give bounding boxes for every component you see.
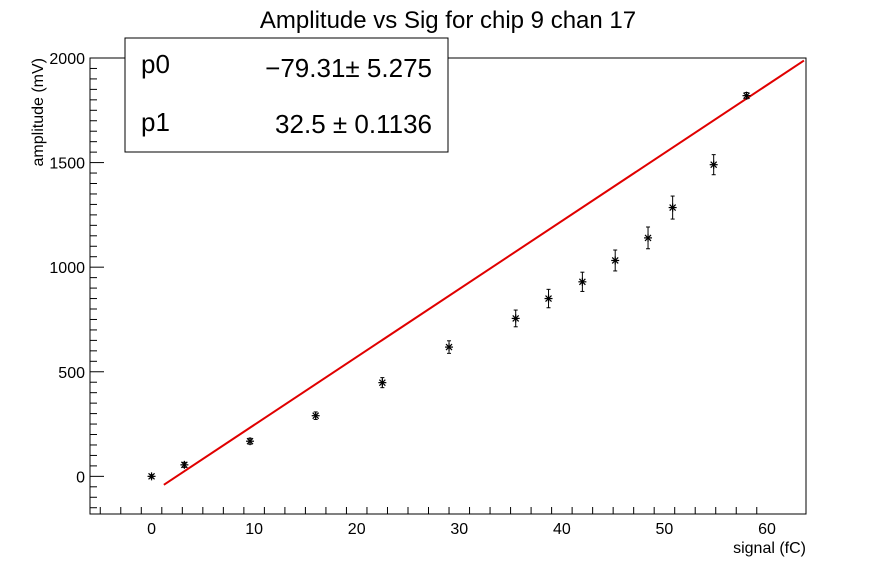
data-point — [544, 288, 553, 309]
y-tick-label: 1000 — [49, 260, 85, 277]
data-point — [378, 377, 387, 389]
x-tick-label: 40 — [553, 521, 571, 538]
data-point — [147, 472, 156, 481]
x-axis-ticks: 0 10 20 30 40 50 60 — [99, 507, 776, 538]
data-point — [445, 340, 454, 354]
data-point — [611, 249, 620, 272]
data-point — [709, 154, 718, 176]
data-point — [644, 226, 653, 250]
x-tick-label: 20 — [348, 521, 366, 538]
x-tick-label: 50 — [656, 521, 674, 538]
data-point — [578, 271, 587, 292]
fit-line — [163, 59, 805, 486]
y-tick-label: 1500 — [49, 156, 85, 173]
y-axis-ticks: 0 500 1000 1500 2000 — [49, 51, 104, 509]
data-points — [147, 91, 751, 481]
data-point — [742, 91, 751, 100]
data-point — [511, 309, 520, 328]
fit-line-group — [163, 59, 805, 486]
stats-box-frame — [124, 37, 449, 153]
stat-value-p1: 32.5 ± 0.1136 — [275, 109, 432, 139]
stat-name-p1: p1 — [141, 107, 170, 137]
x-tick-label: 0 — [147, 521, 156, 538]
y-axis-label: amplitude (mV) — [30, 58, 47, 166]
x-axis-label: signal (fC) — [733, 540, 806, 557]
chart-title: Amplitude vs Sig for chip 9 chan 17 — [260, 7, 636, 34]
y-tick-label: 2000 — [49, 51, 85, 68]
x-tick-label: 30 — [450, 521, 468, 538]
x-tick-label: 10 — [245, 521, 263, 538]
y-tick-label: 500 — [58, 365, 85, 382]
data-point — [246, 437, 255, 446]
stat-name-p0: p0 — [141, 49, 170, 79]
y-tick-label: 0 — [76, 469, 85, 486]
data-point — [311, 411, 320, 420]
data-point — [180, 460, 189, 469]
fit-stats-box: p0 −79.31± 5.275 p1 32.5 ± 0.1136 — [124, 37, 449, 153]
data-point — [668, 195, 677, 220]
stat-value-p0: −79.31± 5.275 — [265, 53, 432, 83]
x-tick-label: 60 — [758, 521, 776, 538]
